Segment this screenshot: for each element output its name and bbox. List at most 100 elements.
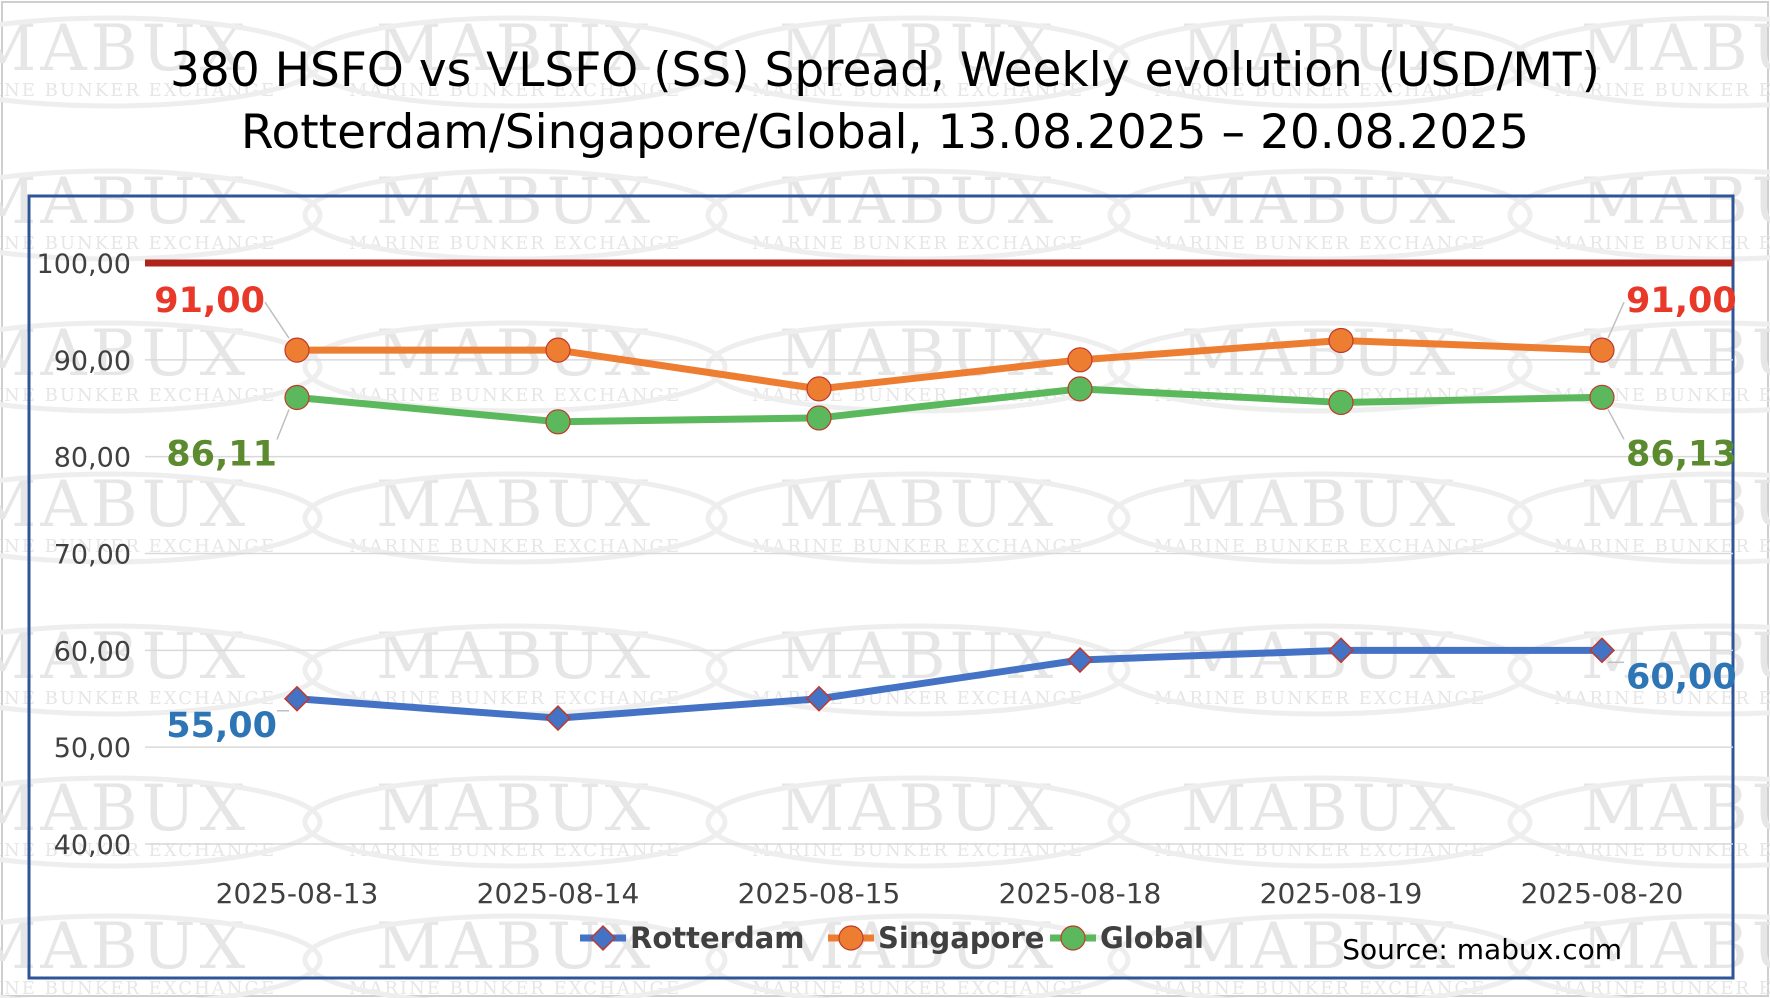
data-point-singapore xyxy=(1589,337,1615,363)
series-line-global xyxy=(293,385,1606,426)
x-tick-label: 2025-08-19 xyxy=(1260,877,1423,910)
legend-label: Singapore xyxy=(878,921,1044,955)
watermark-tagline: MARINE BUNKER EXCHANGE xyxy=(349,840,681,861)
watermark-swoosh xyxy=(1107,913,1533,998)
watermark-swoosh xyxy=(705,471,1131,565)
watermark-swoosh xyxy=(302,168,728,262)
watermark-tagline: MARINE BUNKER EXCHANGE xyxy=(752,978,1084,998)
watermark-swoosh xyxy=(0,775,323,869)
watermark-tagline: MARINE BUNKER EXCHANGE xyxy=(0,80,276,101)
watermark-swoosh xyxy=(705,623,1131,717)
watermark-swoosh xyxy=(1107,15,1533,109)
watermark-swoosh xyxy=(1507,168,1770,262)
watermark-tagline: MARINE BUNKER EXCHANGE xyxy=(1154,688,1486,709)
data-point-global xyxy=(1328,389,1354,416)
series-singapore xyxy=(284,327,1615,402)
watermark-swoosh xyxy=(302,15,728,109)
series-rotterdam xyxy=(283,637,1616,732)
watermark-swoosh xyxy=(1107,168,1533,262)
y-tick-label: 40,00 xyxy=(54,830,131,861)
data-point-global xyxy=(1067,376,1093,402)
watermark-swoosh xyxy=(1507,913,1770,998)
watermark-tagline: MARINE BUNKER EXCHANGE xyxy=(752,233,1084,254)
watermark-swoosh xyxy=(1107,623,1533,717)
data-point-singapore xyxy=(545,337,571,363)
watermark-swoosh xyxy=(1107,320,1533,414)
series-line-singapore xyxy=(293,336,1606,393)
legend-marker xyxy=(589,924,617,952)
x-tick-label: 2025-08-15 xyxy=(738,877,901,910)
data-label-leader xyxy=(1607,408,1625,440)
y-axis-ticks: 40,00 50,00 60,00 70,00 80,00 90,00 100,00 xyxy=(37,249,131,861)
chart-title: 380 HSFO vs VLSFO (SS) Spread, Weekly ev… xyxy=(170,43,1600,98)
watermark-tagline: MARINE BUNKER EXCHANGE xyxy=(1554,80,1770,101)
data-label-rotterdam: 55,00 xyxy=(166,706,277,746)
watermark-tagline: MARINE BUNKER EXCHANGE xyxy=(1154,536,1486,557)
data-point-global xyxy=(284,384,310,411)
watermark-swoosh xyxy=(0,320,323,414)
watermark-swoosh xyxy=(0,623,323,717)
watermark-tagline: MARINE BUNKER EXCHANGE xyxy=(0,840,276,861)
watermark-swoosh xyxy=(705,15,1131,109)
chart-subtitle: Rotterdam/Singapore/Global, 13.08.2025 –… xyxy=(241,105,1529,160)
x-tick-label: 2025-08-20 xyxy=(1521,877,1684,910)
watermark-tagline: MARINE BUNKER EXCHANGE xyxy=(752,840,1084,861)
x-tick-label: 2025-08-14 xyxy=(477,877,640,910)
watermark-swoosh xyxy=(0,168,323,262)
x-tick-label: 2025-08-13 xyxy=(216,877,379,910)
x-tick-label: 2025-08-18 xyxy=(999,877,1162,910)
data-point-rotterdam xyxy=(1066,646,1094,674)
watermark-swoosh xyxy=(705,168,1131,262)
y-tick-label: 70,00 xyxy=(54,540,131,571)
data-point-rotterdam xyxy=(805,685,833,712)
y-tick-label: 50,00 xyxy=(54,733,131,764)
watermark-swoosh xyxy=(0,15,323,109)
watermark-tagline: MARINE BUNKER EXCHANGE xyxy=(1554,688,1770,709)
data-point-singapore xyxy=(1067,347,1093,373)
watermark-tagline: MARINE BUNKER EXCHANGE xyxy=(349,688,681,709)
watermark-swoosh xyxy=(705,913,1131,998)
data-point-global xyxy=(1589,384,1615,410)
watermark-swoosh xyxy=(705,775,1131,869)
legend-item-rotterdam: Rotterdam xyxy=(580,921,805,955)
watermark-swoosh xyxy=(302,320,728,414)
y-tick-label: 100,00 xyxy=(37,249,131,280)
watermark-swoosh xyxy=(1507,623,1770,717)
watermark-swoosh xyxy=(1507,15,1770,109)
data-label-rotterdam: 60,00 xyxy=(1626,657,1737,697)
chart-frame xyxy=(27,194,1735,980)
watermark-swoosh xyxy=(1507,775,1770,869)
data-label-singapore: 91,00 xyxy=(154,281,265,321)
watermark-tagline: MARINE BUNKER EXCHANGE xyxy=(0,385,276,406)
data-point-rotterdam xyxy=(544,705,572,732)
legend-label: Rotterdam xyxy=(630,921,805,955)
legend: Rotterdam Singapore Global xyxy=(580,921,1204,955)
series-global xyxy=(284,376,1615,435)
data-point-rotterdam xyxy=(283,685,311,712)
watermark-swoosh xyxy=(705,320,1131,414)
watermark-swoosh xyxy=(0,471,323,565)
legend-label: Global xyxy=(1100,921,1204,955)
watermark-tagline: MARINE BUNKER EXCHANGE xyxy=(349,536,681,557)
legend-marker xyxy=(838,925,864,951)
watermark-swoosh xyxy=(302,775,728,869)
watermark-tagline: MARINE BUNKER EXCHANGE xyxy=(0,233,276,254)
watermark-swoosh xyxy=(1507,320,1770,414)
data-label-leader xyxy=(264,301,290,339)
watermark-tagline: MARINE BUNKER EXCHANGE xyxy=(1554,233,1770,254)
series-layer xyxy=(283,327,1616,732)
data-point-global xyxy=(545,409,571,435)
legend-marker xyxy=(1060,925,1086,951)
watermark-tagline: MARINE BUNKER EXCHANGE xyxy=(1554,840,1770,861)
watermark-swoosh xyxy=(302,913,728,998)
watermark-tagline: MARINE BUNKER EXCHANGE xyxy=(1154,80,1486,101)
watermark-swoosh xyxy=(1107,471,1533,565)
watermark-tagline: MARINE BUNKER EXCHANGE xyxy=(1554,978,1770,998)
data-point-singapore xyxy=(806,376,832,402)
watermark-tagline: MARINE BUNKER EXCHANGE xyxy=(349,233,681,254)
watermark-tagline: MARINE BUNKER EXCHANGE xyxy=(1154,840,1486,861)
